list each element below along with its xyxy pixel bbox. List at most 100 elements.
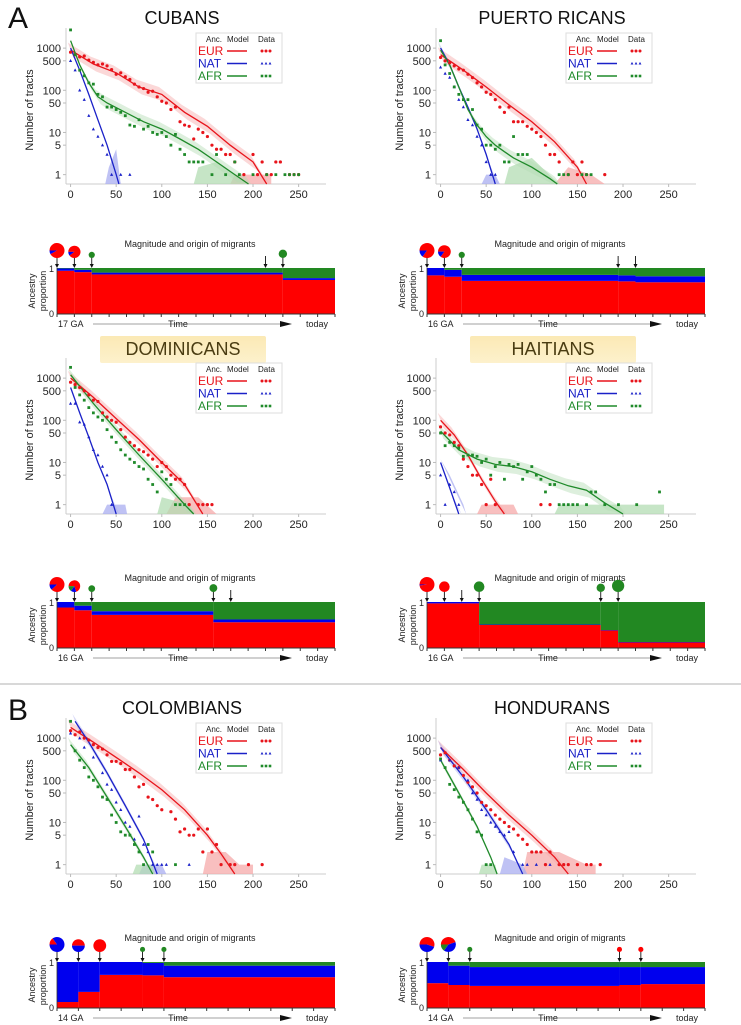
migration-arrowhead	[425, 958, 429, 962]
ancestry-label: Ancestry	[397, 607, 407, 643]
data-point-eur	[119, 428, 122, 431]
legend-marker-circle	[261, 50, 264, 53]
data-point-afr	[101, 419, 104, 422]
proportion-tick-0: 0	[49, 1003, 54, 1013]
legend-marker-circle	[639, 380, 642, 383]
data-point-afr	[133, 461, 136, 464]
legend-header-data: Data	[628, 725, 645, 734]
proportion-afr	[618, 602, 705, 642]
data-point-eur	[233, 863, 236, 866]
proportion-nat	[78, 962, 99, 992]
legend-header-anc: Anc.	[206, 365, 222, 374]
x-tick-label: 50	[480, 879, 492, 891]
data-point-afr	[183, 153, 186, 156]
migration-svg: Magnitude and origin of migrants10Ancest…	[0, 236, 370, 331]
migration-svg: Magnitude and origin of migrants10Ancest…	[370, 930, 740, 1025]
data-point-eur	[142, 87, 145, 90]
chart-svg: 0501001502002501510501005001000Tract Len…	[0, 330, 370, 535]
y-tick-label: 1	[55, 860, 61, 872]
data-point-afr	[439, 39, 442, 42]
today-label: today	[306, 1013, 329, 1023]
data-point-afr	[480, 834, 483, 837]
proportion-eur	[444, 277, 461, 314]
data-point-nat	[128, 173, 131, 176]
data-point-eur	[480, 85, 483, 88]
data-point-nat	[96, 453, 99, 456]
time-arrow-head	[280, 1015, 292, 1021]
data-point-eur	[571, 160, 574, 163]
x-tick-label: 100	[153, 189, 171, 201]
proportion-eur	[427, 983, 448, 1008]
today-label: today	[676, 1013, 699, 1023]
data-point-nat	[444, 72, 447, 75]
migration-arrowhead	[460, 598, 464, 602]
y-axis-label: Number of tracts	[394, 399, 406, 481]
data-point-eur	[558, 863, 561, 866]
data-point-afr	[138, 465, 141, 468]
proportion-afr	[444, 268, 461, 270]
data-point-afr	[115, 821, 118, 824]
data-point-afr	[170, 144, 173, 147]
time-label: Time	[168, 653, 188, 663]
migration-arrowhead	[425, 598, 429, 602]
x-tick-label: 0	[437, 189, 443, 201]
chart-svg: 0501001502002501510501005001000Tract Len…	[0, 0, 370, 205]
data-point-afr	[156, 491, 159, 494]
data-point-eur	[160, 461, 163, 464]
data-point-eur	[444, 751, 447, 754]
data-point-eur	[165, 465, 168, 468]
data-point-eur	[544, 144, 547, 147]
data-point-afr	[517, 153, 520, 156]
proportion-nat	[427, 602, 479, 603]
x-tick-label: 250	[289, 879, 307, 891]
data-point-afr	[585, 503, 588, 506]
data-point-afr	[476, 455, 479, 458]
proportion-label: proportion	[38, 271, 48, 312]
data-point-eur	[110, 419, 113, 422]
migration-arrowhead	[76, 958, 80, 962]
data-point-eur	[105, 753, 108, 756]
migration-arrowhead	[55, 264, 59, 268]
data-point-eur	[580, 160, 583, 163]
y-axis-label: Number of tracts	[394, 759, 406, 841]
proportion-tick-1: 1	[419, 264, 424, 274]
legend-marker-circle	[635, 740, 638, 743]
y-tick-label: 100	[43, 775, 61, 787]
data-point-eur	[74, 383, 77, 386]
data-point-eur	[174, 478, 177, 481]
today-label: today	[306, 653, 329, 663]
data-point-eur	[210, 503, 213, 506]
data-point-eur	[242, 173, 245, 176]
y-tick-label: 100	[413, 775, 431, 787]
data-point-eur	[96, 400, 99, 403]
data-point-eur	[210, 144, 213, 147]
data-point-eur	[471, 474, 474, 477]
data-point-afr	[151, 483, 154, 486]
proportion-eur	[74, 610, 91, 648]
proportion-tick-0: 0	[49, 643, 54, 653]
data-point-eur	[101, 411, 104, 414]
data-point-afr	[211, 173, 214, 176]
data-point-afr	[106, 798, 109, 801]
data-point-eur	[521, 120, 524, 123]
proportion-nat	[427, 268, 444, 275]
proportion-eur	[100, 975, 143, 1008]
proportion-nat	[74, 606, 91, 611]
proportion-label: proportion	[408, 965, 418, 1006]
data-point-eur	[471, 785, 474, 788]
data-point-afr	[74, 53, 77, 56]
y-tick-label: 100	[413, 415, 431, 427]
data-point-nat	[74, 68, 77, 71]
proportion-tick-1: 1	[49, 598, 54, 608]
migration-svg: Magnitude and origin of migrants10Ancest…	[370, 570, 740, 665]
migration-arrowhead	[617, 958, 621, 962]
x-tick-label: 100	[153, 879, 171, 891]
migration-arrowhead	[229, 598, 233, 602]
data-point-eur	[142, 783, 145, 786]
y-tick-label: 10	[419, 127, 431, 139]
data-point-nat	[147, 850, 150, 853]
y-tick-label: 1	[55, 500, 61, 512]
data-point-eur	[115, 73, 118, 76]
